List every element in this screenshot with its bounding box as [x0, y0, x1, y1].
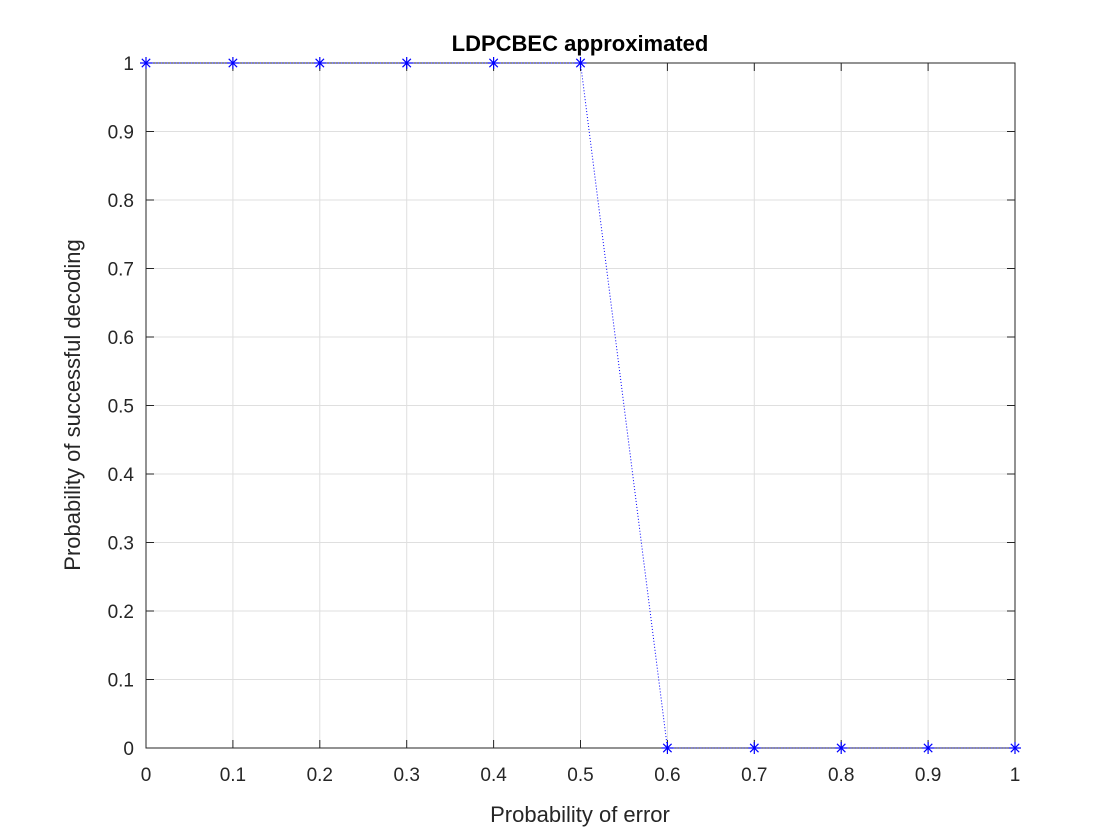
x-tick-label: 0.2	[307, 765, 333, 786]
chart-title: LDPCBEC approximated	[452, 31, 709, 56]
y-tick-label: 1	[123, 54, 134, 75]
data-point-marker	[140, 57, 152, 69]
data-point-marker	[487, 57, 500, 69]
y-tick-label: 0.2	[108, 602, 134, 623]
x-tick-label: 0.5	[567, 765, 593, 786]
y-tick-label: 0.6	[108, 328, 134, 349]
data-point-marker	[574, 57, 587, 69]
data-point-marker	[313, 57, 326, 69]
x-tick-label: 0.3	[393, 765, 419, 786]
y-tick-label: 0.9	[108, 123, 134, 144]
data-point-marker	[835, 742, 848, 754]
y-tick-label: 0.3	[108, 534, 134, 555]
x-axis-label: Probability of error	[490, 802, 670, 827]
data-point-marker	[1009, 742, 1021, 754]
data-point-marker	[922, 742, 935, 754]
y-axis-label: Probability of successful decoding	[60, 239, 85, 570]
x-tick-labels: 0 0.1 0.2 0.3 0.4 0.5 0.6 0.7 0.8 0.9 1	[141, 765, 1021, 786]
x-tick-label: 0.6	[654, 765, 680, 786]
y-tick-label: 0.8	[108, 191, 134, 212]
x-tick-label: 0.8	[828, 765, 854, 786]
x-tick-label: 0.9	[915, 765, 941, 786]
x-tick-label: 0.1	[220, 765, 246, 786]
x-tick-label: 0.4	[480, 765, 507, 786]
y-tick-label: 0.7	[108, 260, 134, 281]
x-tick-label: 0.7	[741, 765, 767, 786]
y-tick-labels: 0 0.1 0.2 0.3 0.4 0.5 0.6 0.7 0.8 0.9 1	[108, 54, 135, 760]
x-tick-label: 1	[1010, 765, 1021, 786]
y-tick-label: 0	[123, 739, 134, 760]
data-point-marker	[400, 57, 413, 69]
x-tick-label: 0	[141, 765, 152, 786]
y-tick-label: 0.4	[108, 465, 135, 486]
data-point-marker	[661, 742, 674, 754]
series-layer	[140, 57, 1021, 754]
series-line	[146, 62, 1015, 749]
data-point-marker	[226, 57, 239, 69]
data-point-marker	[748, 742, 761, 754]
y-tick-label: 0.1	[108, 671, 134, 692]
y-tick-label: 0.5	[108, 397, 134, 418]
